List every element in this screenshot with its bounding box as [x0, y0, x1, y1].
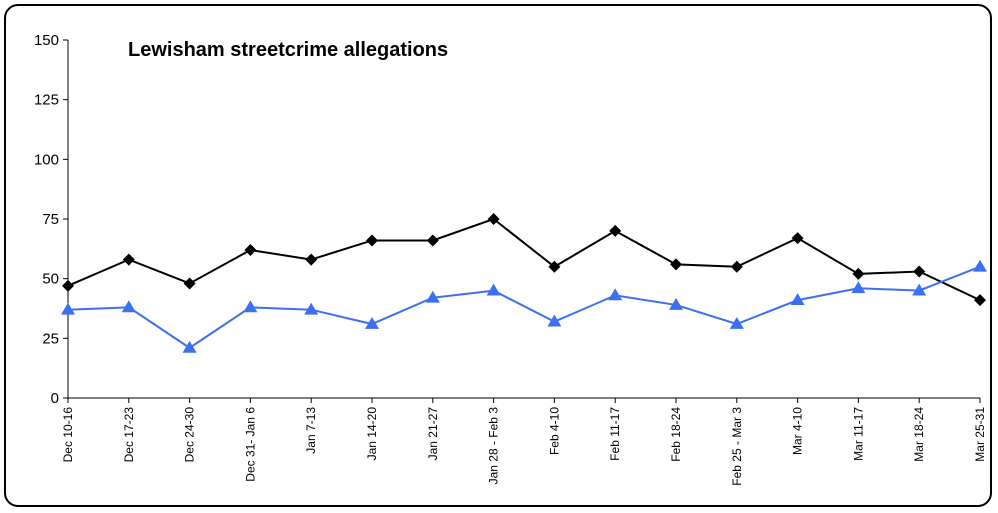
y-tick-label: 25 [42, 330, 59, 347]
x-tick-label: Mar 11-17 [851, 407, 865, 461]
data-point-diamond [548, 260, 561, 273]
x-tick-label: Feb 18-24 [669, 407, 683, 462]
data-point-triangle [608, 288, 623, 301]
data-point-diamond [426, 234, 439, 247]
chart-frame [4, 4, 992, 507]
x-tick-label: Mar 25-31 [973, 407, 987, 462]
x-tick-label: Jan 14-20 [365, 407, 379, 461]
axes: 0 25 50 75 100 125 150 Dec 10-16 Dec 17-23 Dec 24… [34, 32, 987, 486]
data-point-triangle [243, 300, 258, 313]
data-point-diamond [609, 224, 622, 237]
x-tick-label: Feb 11-17 [608, 407, 622, 461]
data-point-triangle [61, 302, 75, 315]
data-point-triangle [851, 281, 866, 294]
data-point-triangle [121, 300, 136, 313]
x-tick-label: Jan 21-27 [426, 407, 440, 461]
data-point-triangle [182, 340, 197, 353]
data-point-triangle [304, 302, 319, 315]
data-point-triangle [669, 297, 683, 310]
x-tick-label: Dec 17-23 [122, 407, 136, 463]
data-point-diamond [183, 277, 196, 290]
y-tick-label: 150 [34, 32, 59, 49]
x-tick-label: Mar 18-24 [912, 407, 926, 462]
data-point-triangle [365, 317, 379, 329]
series-2 [61, 259, 987, 353]
series-layer [61, 213, 987, 353]
data-point-diamond [670, 258, 682, 271]
data-point-diamond [487, 213, 500, 225]
data-point-diamond [974, 294, 986, 307]
data-point-triangle [729, 317, 744, 329]
data-point-triangle [486, 283, 501, 296]
chart-title: Lewisham streetcrime allegations [128, 39, 448, 61]
y-tick-label: 100 [34, 151, 59, 168]
data-point-triangle [425, 290, 440, 303]
x-tick-label: Mar 4-10 [791, 407, 805, 455]
y-tick-label: 125 [34, 92, 59, 109]
series-1-line [67, 217, 981, 302]
y-tick-label: 0 [51, 390, 59, 407]
x-tick-label: Feb 4-10 [547, 407, 561, 455]
y-tick-label: 75 [42, 211, 59, 228]
x-tick-label: Dec 31- Jan 6 [243, 407, 257, 482]
series-2-line [67, 265, 981, 350]
data-point-triangle [912, 283, 927, 296]
y-tick-label: 50 [42, 271, 59, 288]
data-point-triangle [973, 259, 987, 272]
data-point-diamond [730, 260, 743, 273]
x-tick-label: Jan 28 - Feb 3 [487, 407, 501, 485]
x-tick-label: Jan 7-13 [304, 407, 318, 454]
series-1 [62, 213, 986, 307]
data-point-diamond [122, 253, 135, 266]
data-point-diamond [366, 234, 378, 247]
data-point-diamond [244, 244, 257, 257]
data-point-diamond [62, 279, 74, 292]
data-point-triangle [547, 314, 562, 327]
x-tick-label: Dec 10-16 [61, 407, 75, 463]
data-point-triangle [790, 293, 805, 306]
data-point-diamond [913, 265, 926, 278]
x-tick-label: Dec 24-30 [183, 407, 197, 463]
data-point-diamond [791, 232, 804, 245]
x-tick-label: Feb 25 - Mar 3 [730, 407, 744, 486]
data-point-diamond [305, 253, 318, 266]
data-point-diamond [852, 267, 865, 280]
